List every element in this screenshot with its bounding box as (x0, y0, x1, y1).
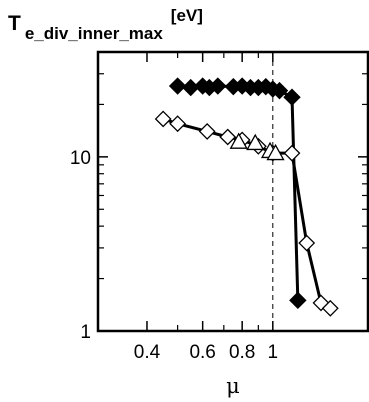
title-subscript: e_div_inner_max (25, 24, 164, 43)
filled-diamond-marker (283, 88, 301, 106)
filled-diamond-marker (209, 77, 227, 95)
open-triangle-marker (266, 143, 285, 161)
series-line-filled-diamond (177, 84, 300, 301)
open-diamond-marker (321, 299, 339, 317)
axes-layer: 0.4 0.6 0.8 1 1 10 (70, 51, 368, 363)
series-markers-layer (154, 77, 339, 317)
open-diamond-marker (219, 128, 237, 146)
open-diamond-marker (283, 144, 301, 162)
x-tick-label: 0.6 (189, 342, 215, 363)
x-tick-label: 0.4 (134, 342, 161, 363)
filled-diamond-marker (270, 81, 289, 100)
y-tick-label: 10 (70, 148, 91, 169)
chart-title: T e_div_inner_max [eV] (8, 6, 203, 43)
x-tick-label: 1 (268, 342, 279, 363)
filled-diamond-marker (289, 291, 307, 310)
open-triangle-marker (229, 132, 248, 149)
plot-frame (96, 50, 369, 333)
title-base: T (8, 12, 21, 35)
x-tick-label: 0.8 (229, 342, 255, 363)
open-diamond-marker (169, 115, 187, 133)
open-diamond-marker (198, 122, 216, 140)
title-superscript: [eV] (171, 6, 203, 25)
x-axis-label: μ (226, 374, 240, 398)
y-tick-label: 1 (80, 322, 91, 343)
open-triangle-marker (246, 133, 265, 151)
open-diamond-marker (298, 234, 316, 252)
series-lines-layer (162, 84, 332, 310)
open-diamond-marker (154, 110, 172, 128)
filled-diamond-marker (168, 77, 187, 95)
